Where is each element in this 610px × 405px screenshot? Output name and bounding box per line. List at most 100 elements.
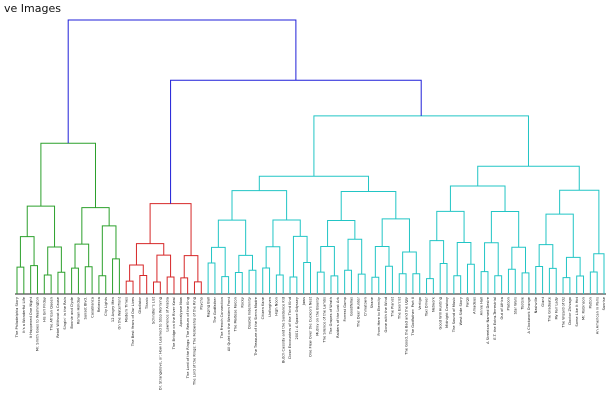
leaf-label: On the Waterfront [118, 296, 122, 329]
leaf-label: Patton [589, 297, 593, 309]
leaf-label: Annie Hall [479, 297, 483, 315]
leaf-label: Amadeus [473, 297, 477, 314]
cluster-cyan-link-63 [429, 240, 445, 279]
cluster-cyan-link-52 [562, 277, 571, 294]
cluster-red-link-19 [180, 277, 189, 294]
cluster-red-link-20 [193, 281, 202, 294]
cluster-cyan-link-54 [589, 271, 598, 294]
leaf-label: The Philadelphia Story [15, 296, 19, 338]
cluster-cyan-link-53 [576, 275, 585, 294]
leaf-label: The Godfather [213, 296, 217, 323]
cluster-cyan-link-62 [402, 251, 417, 274]
leaf-label: Taxi Driver [425, 296, 429, 317]
leaf-label: Midnight Cowboy [445, 296, 449, 328]
cluster-cyan-link-79 [449, 185, 506, 212]
leaf-label: Some Like It Hot [575, 296, 579, 326]
leaf-label: Lawrence of Arabia [165, 297, 169, 332]
leaf-label: Apocalypse Now [179, 297, 183, 327]
cluster-cyan-link-74 [436, 210, 465, 243]
leaf-label: Raging Bull [206, 297, 210, 317]
cluster-green-link-1 [30, 265, 38, 294]
leaf-label: The Silence of the Lambs [322, 297, 326, 344]
cluster-cyan-link-57 [265, 246, 281, 276]
root-link-85 [67, 19, 297, 144]
cluster-cyan-link-64 [456, 241, 472, 276]
leaf-label: Mr. Robinson [582, 297, 586, 320]
leaf-label: Sunset Blvd. [83, 297, 87, 320]
leaf-label: Star Wars [513, 297, 517, 315]
leaf-label: The Deer Hunter [356, 296, 360, 328]
leaf-label: Double Indemnity [247, 296, 251, 329]
cluster-cyan-link-83 [313, 115, 529, 177]
cluster-red-link-24 [135, 243, 165, 265]
cluster-cyan-link-38 [371, 276, 380, 294]
leaf-label: The Graduate [548, 296, 552, 322]
cluster-cyan-link-67 [538, 244, 554, 269]
cluster-cyan-link-39 [385, 265, 393, 294]
cluster-cyan-link-40 [398, 273, 407, 294]
cluster-cyan-link-66 [511, 246, 527, 273]
leaf-label: Bonnie and Clyde [70, 296, 74, 328]
leaf-label: The Grapes of Wrath [329, 297, 333, 335]
leaf-label: Tootsie [520, 296, 524, 310]
leaf-label: Unforgiven [268, 297, 272, 317]
leaf-label: The Lord of the Rings: The Fellowship of… [193, 297, 197, 386]
leaf-label: The Bridge on the River Kwai [172, 297, 176, 350]
cluster-red-link-17 [153, 281, 161, 294]
cluster-green-link-7 [112, 258, 120, 294]
cluster-cyan-link-26 [207, 262, 216, 294]
cluster-green-link-10 [74, 243, 90, 269]
leaf-label: Rebecca [97, 297, 101, 312]
leaf-label: Raiders of the Lost Ark [336, 296, 340, 338]
leaf-label: City Lights [104, 297, 108, 316]
leaf-label: The Good, the Bad and the Ugly [404, 296, 408, 356]
cluster-cyan-link-78 [340, 191, 397, 221]
leaf-label: Giant [541, 296, 545, 306]
cluster-cyan-link-31 [275, 274, 284, 294]
cluster-red-link-23 [183, 255, 199, 282]
cluster-cyan-link-71 [272, 219, 301, 247]
cluster-green-link-9 [47, 246, 62, 275]
leaf-label: A Streetcar Named Desire [486, 296, 490, 344]
cluster-green-link-8 [19, 236, 35, 268]
cluster-cyan-link-69 [593, 253, 605, 294]
cluster-green-link-5 [84, 266, 93, 294]
leaf-label: The Maltese Falcon [234, 297, 238, 332]
leaf-label: Vertigo [418, 297, 422, 310]
cluster-cyan-link-35 [330, 275, 339, 294]
cluster-cyan-link-60 [347, 238, 363, 275]
leaf-label: Goodfellas [350, 297, 354, 316]
cluster-cyan-link-61 [374, 245, 390, 278]
leaf-label: Titanic [145, 297, 149, 310]
leaf-label: The Best Years of Our Lives [131, 297, 135, 347]
leaf-label: 2001: A Space Odyssey [295, 296, 299, 339]
leaf-label: Citizen Kane [261, 296, 265, 319]
cluster-cyan-link-37 [357, 273, 366, 294]
cluster-green-link-2 [43, 274, 52, 294]
leaf-label: One Flew Over the Cuckoo's Nest [309, 296, 313, 357]
leaf-label: His Girl Friday [43, 296, 47, 322]
cluster-red-link-16 [139, 275, 148, 294]
leaf-label: Singin' in the Rain [63, 297, 67, 330]
cluster-cyan-link-41 [412, 273, 421, 294]
cluster-cyan-link-48 [507, 268, 516, 294]
cluster-cyan-link-33 [303, 261, 311, 294]
cluster-green-link-13 [81, 207, 110, 245]
leaf-label: Network [432, 296, 436, 312]
leaf-label: Close Encounters of the Third Kind [288, 297, 292, 359]
leaf-label: E.T. the Extra-Terrestrial [493, 297, 497, 340]
cluster-cyan-link-77 [231, 190, 288, 221]
leaf-label: My Fair Lady [554, 296, 558, 319]
leaf-label: The Godfather: Part II [411, 297, 415, 337]
leaf-label: Gladiator [138, 296, 142, 313]
leaf-label: Rebel Without a Cause [56, 296, 60, 338]
cluster-cyan-link-59 [320, 246, 335, 276]
leaf-label: Dr. Strangelove, or: How I Learned to St… [159, 297, 163, 390]
cluster-cyan-link-55 [211, 246, 226, 277]
leaf-label: An American in Paris [595, 297, 599, 334]
cluster-green-link-0 [16, 266, 25, 294]
cluster-cyan-link-50 [535, 265, 544, 294]
leaf-label: From Here to Eternity [377, 296, 381, 335]
cluster-red-link-18 [166, 276, 175, 294]
